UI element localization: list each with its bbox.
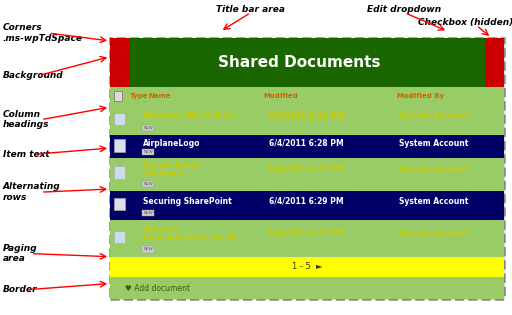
- Bar: [114, 139, 125, 152]
- Text: 6/4/2011 6:29 PM: 6/4/2011 6:29 PM: [269, 229, 344, 238]
- Bar: [114, 198, 125, 210]
- Text: System Account: System Account: [399, 139, 468, 148]
- Text: Paging
area: Paging area: [3, 244, 37, 263]
- Bar: [110, 38, 130, 87]
- Bar: [110, 38, 504, 87]
- Bar: [110, 191, 504, 220]
- Text: NEW: NEW: [143, 126, 153, 130]
- Text: AirplaneLogo: AirplaneLogo: [143, 139, 201, 148]
- Bar: [110, 277, 504, 299]
- Text: System Account: System Account: [399, 229, 468, 238]
- Text: System Account: System Account: [399, 164, 468, 174]
- Text: Title bar area: Title bar area: [217, 5, 285, 14]
- Text: ♥ Add document: ♥ Add document: [125, 284, 190, 293]
- Text: System Account: System Account: [399, 112, 468, 121]
- Bar: [114, 91, 122, 101]
- Bar: [110, 87, 504, 106]
- Text: Shared Documents: Shared Documents: [218, 55, 380, 70]
- Text: 6/4/2011 6:29 PM: 6/4/2011 6:29 PM: [269, 197, 344, 206]
- Bar: [110, 106, 504, 135]
- Bar: [110, 158, 504, 191]
- Text: Considerations for IM: Considerations for IM: [143, 233, 237, 242]
- Text: System Account: System Account: [399, 197, 468, 206]
- Text: 1 - 5  ►: 1 - 5 ►: [292, 262, 323, 272]
- Text: Securing SharePoint: Securing SharePoint: [143, 197, 232, 206]
- Text: Modified: Modified: [264, 93, 298, 99]
- Bar: [110, 38, 504, 299]
- Text: Security: Security: [143, 225, 179, 234]
- Bar: [110, 135, 504, 158]
- Text: Corners
.ms-wpTdSpace: Corners .ms-wpTdSpace: [3, 23, 82, 43]
- Text: NEW: NEW: [143, 248, 153, 251]
- Text: Type: Type: [130, 93, 148, 99]
- Bar: [114, 166, 125, 179]
- Text: Edit dropdown: Edit dropdown: [368, 5, 441, 14]
- Text: Border: Border: [3, 285, 37, 294]
- Text: Checkbox (hidden): Checkbox (hidden): [418, 18, 512, 26]
- Text: NEW: NEW: [143, 182, 153, 186]
- Text: Alternating
rows: Alternating rows: [3, 182, 60, 202]
- Text: Item text: Item text: [3, 150, 49, 159]
- Text: Column
headings: Column headings: [3, 110, 49, 129]
- Bar: [114, 113, 125, 125]
- Text: 6/4/2011 6:28 PM: 6/4/2011 6:28 PM: [269, 112, 344, 121]
- Bar: [110, 220, 504, 257]
- Text: NEW: NEW: [143, 211, 153, 215]
- Bar: [110, 257, 504, 277]
- Text: NEW: NEW: [143, 150, 153, 154]
- Text: Name: Name: [148, 93, 171, 99]
- Bar: [485, 38, 504, 87]
- Text: Modified By: Modified By: [397, 93, 444, 99]
- Text: Background: Background: [3, 71, 63, 80]
- Bar: [114, 231, 125, 243]
- Text: AdventureWorksBikes: AdventureWorksBikes: [143, 112, 239, 121]
- Text: 6/4/2011 6:29 PM: 6/4/2011 6:29 PM: [269, 164, 344, 174]
- Text: Solutions: Solutions: [143, 169, 184, 178]
- Text: 6/4/2011 6:28 PM: 6/4/2011 6:28 PM: [269, 139, 344, 148]
- Text: Secure Email: Secure Email: [143, 161, 199, 170]
